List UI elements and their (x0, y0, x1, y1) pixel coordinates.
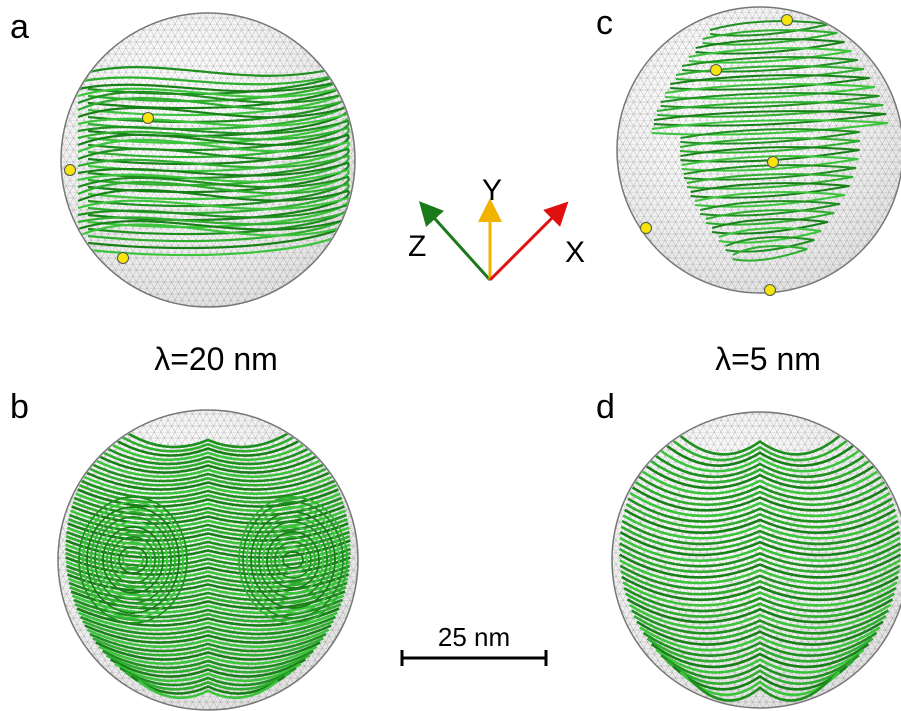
scale-bar: 25 nm (402, 622, 546, 666)
panel-label: a (10, 8, 29, 46)
axis-label: X (565, 236, 585, 269)
figure: a b c d λ=20 nm λ=5 nm X Y Z 25 nm (0, 0, 901, 711)
panel-label: d (596, 388, 615, 426)
telomere (65, 165, 76, 176)
telomere (641, 223, 652, 234)
axis-label: Y (482, 174, 502, 207)
axis-label: Z (408, 230, 426, 263)
axes-triad: X Y Z (408, 174, 585, 280)
panel-label: b (10, 388, 29, 426)
telomere (118, 253, 129, 264)
sphere (61, 13, 355, 307)
sphere (617, 7, 901, 296)
telomere (711, 65, 722, 76)
caption: λ=5 nm (715, 341, 821, 377)
telomere (768, 157, 779, 168)
caption: λ=20 nm (154, 341, 278, 377)
sphere (612, 412, 901, 708)
telomere (765, 285, 776, 296)
telomere (143, 113, 154, 124)
scale-label: 25 nm (438, 622, 510, 652)
telomere (782, 15, 793, 26)
panel-label: c (596, 4, 613, 42)
sphere (58, 410, 358, 710)
